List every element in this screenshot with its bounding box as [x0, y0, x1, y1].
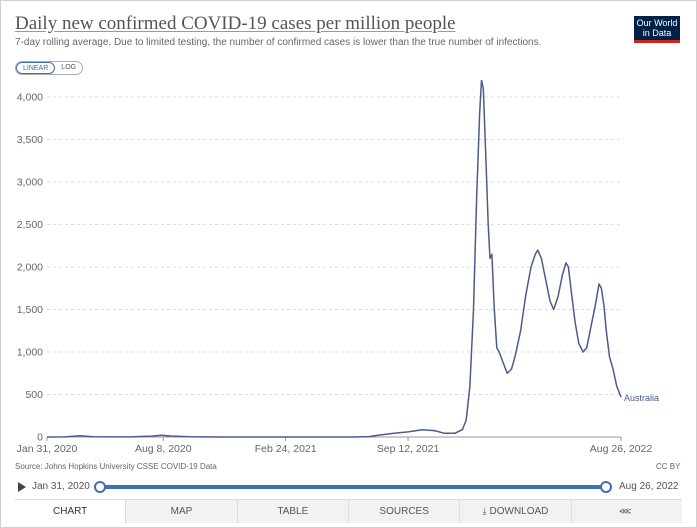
x-tick-label: Feb 24, 2021 [255, 443, 317, 455]
logo-line2: in Data [642, 28, 672, 38]
tab-chart-label: CHART [53, 506, 88, 517]
x-tick-label: Aug 26, 2022 [590, 443, 653, 455]
chart-title[interactable]: Daily new confirmed COVID-19 cases per m… [15, 13, 456, 34]
owid-logo[interactable]: Our World in Data [634, 16, 680, 43]
y-tick-label: 1,000 [17, 347, 43, 359]
tab-table-label: TABLE [277, 506, 309, 517]
tab-sources[interactable]: SOURCES [347, 500, 460, 523]
y-axis-ticks: 0 500 1,000 1,500 2,000 2,500 3,000 3,500 4,000 [17, 92, 43, 444]
share-icon: ⋘ [618, 506, 632, 516]
timeline: Jan 31, 2020 Aug 26, 2022 [15, 480, 685, 494]
log-scale-button[interactable]: LOG [61, 64, 77, 71]
tab-map-label: MAP [170, 506, 193, 517]
series-line-australia[interactable] [46, 80, 622, 438]
timeline-end-label: Aug 26, 2022 [619, 481, 679, 492]
logo-accent-bar [634, 40, 680, 43]
tab-chart[interactable]: CHART [15, 500, 126, 523]
tab-table[interactable]: TABLE [236, 500, 348, 523]
download-icon: ⤓ [482, 506, 487, 516]
license-link[interactable]: CC BY [656, 462, 681, 471]
tab-sources-label: SOURCES [379, 506, 429, 517]
y-tick-label: 3,500 [17, 134, 43, 146]
tab-download-label: DOWNLOAD [489, 506, 549, 517]
logo-line1: Our World [636, 18, 678, 28]
x-tick-label: Jan 31, 2020 [17, 443, 78, 455]
chart-subtitle: 7-day rolling average. Due to limited te… [15, 37, 542, 48]
timeline-start-handle[interactable] [94, 481, 106, 493]
source-note[interactable]: Source: Johns Hopkins University CSSE CO… [15, 462, 217, 471]
series-label[interactable]: Australia [624, 393, 659, 403]
tab-download[interactable]: ⤓ DOWNLOAD [459, 500, 571, 523]
series-lines: Australia [46, 80, 659, 438]
timeline-track[interactable] [100, 485, 606, 489]
y-tick-label: 2,500 [17, 219, 43, 231]
y-tick-label: 1,500 [17, 304, 43, 316]
timeline-end-handle[interactable] [600, 481, 612, 493]
grid-lines [47, 96, 621, 438]
x-axis-ticks: Jan 31, 2020 Aug 8, 2020 Feb 24, 2021 Sep 1… [17, 437, 653, 455]
line-chart: 05001,0001,5002,0002,5003,0003,5004,000 … [17, 80, 659, 455]
y-tick-label: 500 [25, 389, 43, 401]
tab-bar: CHART MAP TABLE SOURCES ⤓ DOWNLOAD ⋘ [15, 499, 682, 523]
timeline-start-label: Jan 31, 2020 [32, 481, 90, 492]
scale-toggle: LINEAR LOG [15, 61, 84, 75]
play-icon[interactable] [18, 482, 26, 492]
y-tick-label: 2,000 [17, 262, 43, 274]
x-tick-label: Sep 12, 2021 [377, 443, 440, 455]
x-tick-label: Aug 8, 2020 [135, 443, 192, 455]
y-tick-label: 3,000 [17, 177, 43, 189]
tab-share[interactable]: ⋘ [570, 500, 682, 523]
tab-map[interactable]: MAP [125, 500, 237, 523]
y-tick-label: 4,000 [17, 92, 43, 104]
linear-scale-button[interactable]: LINEAR [16, 62, 56, 74]
y-tick-label: 0 [37, 432, 43, 444]
